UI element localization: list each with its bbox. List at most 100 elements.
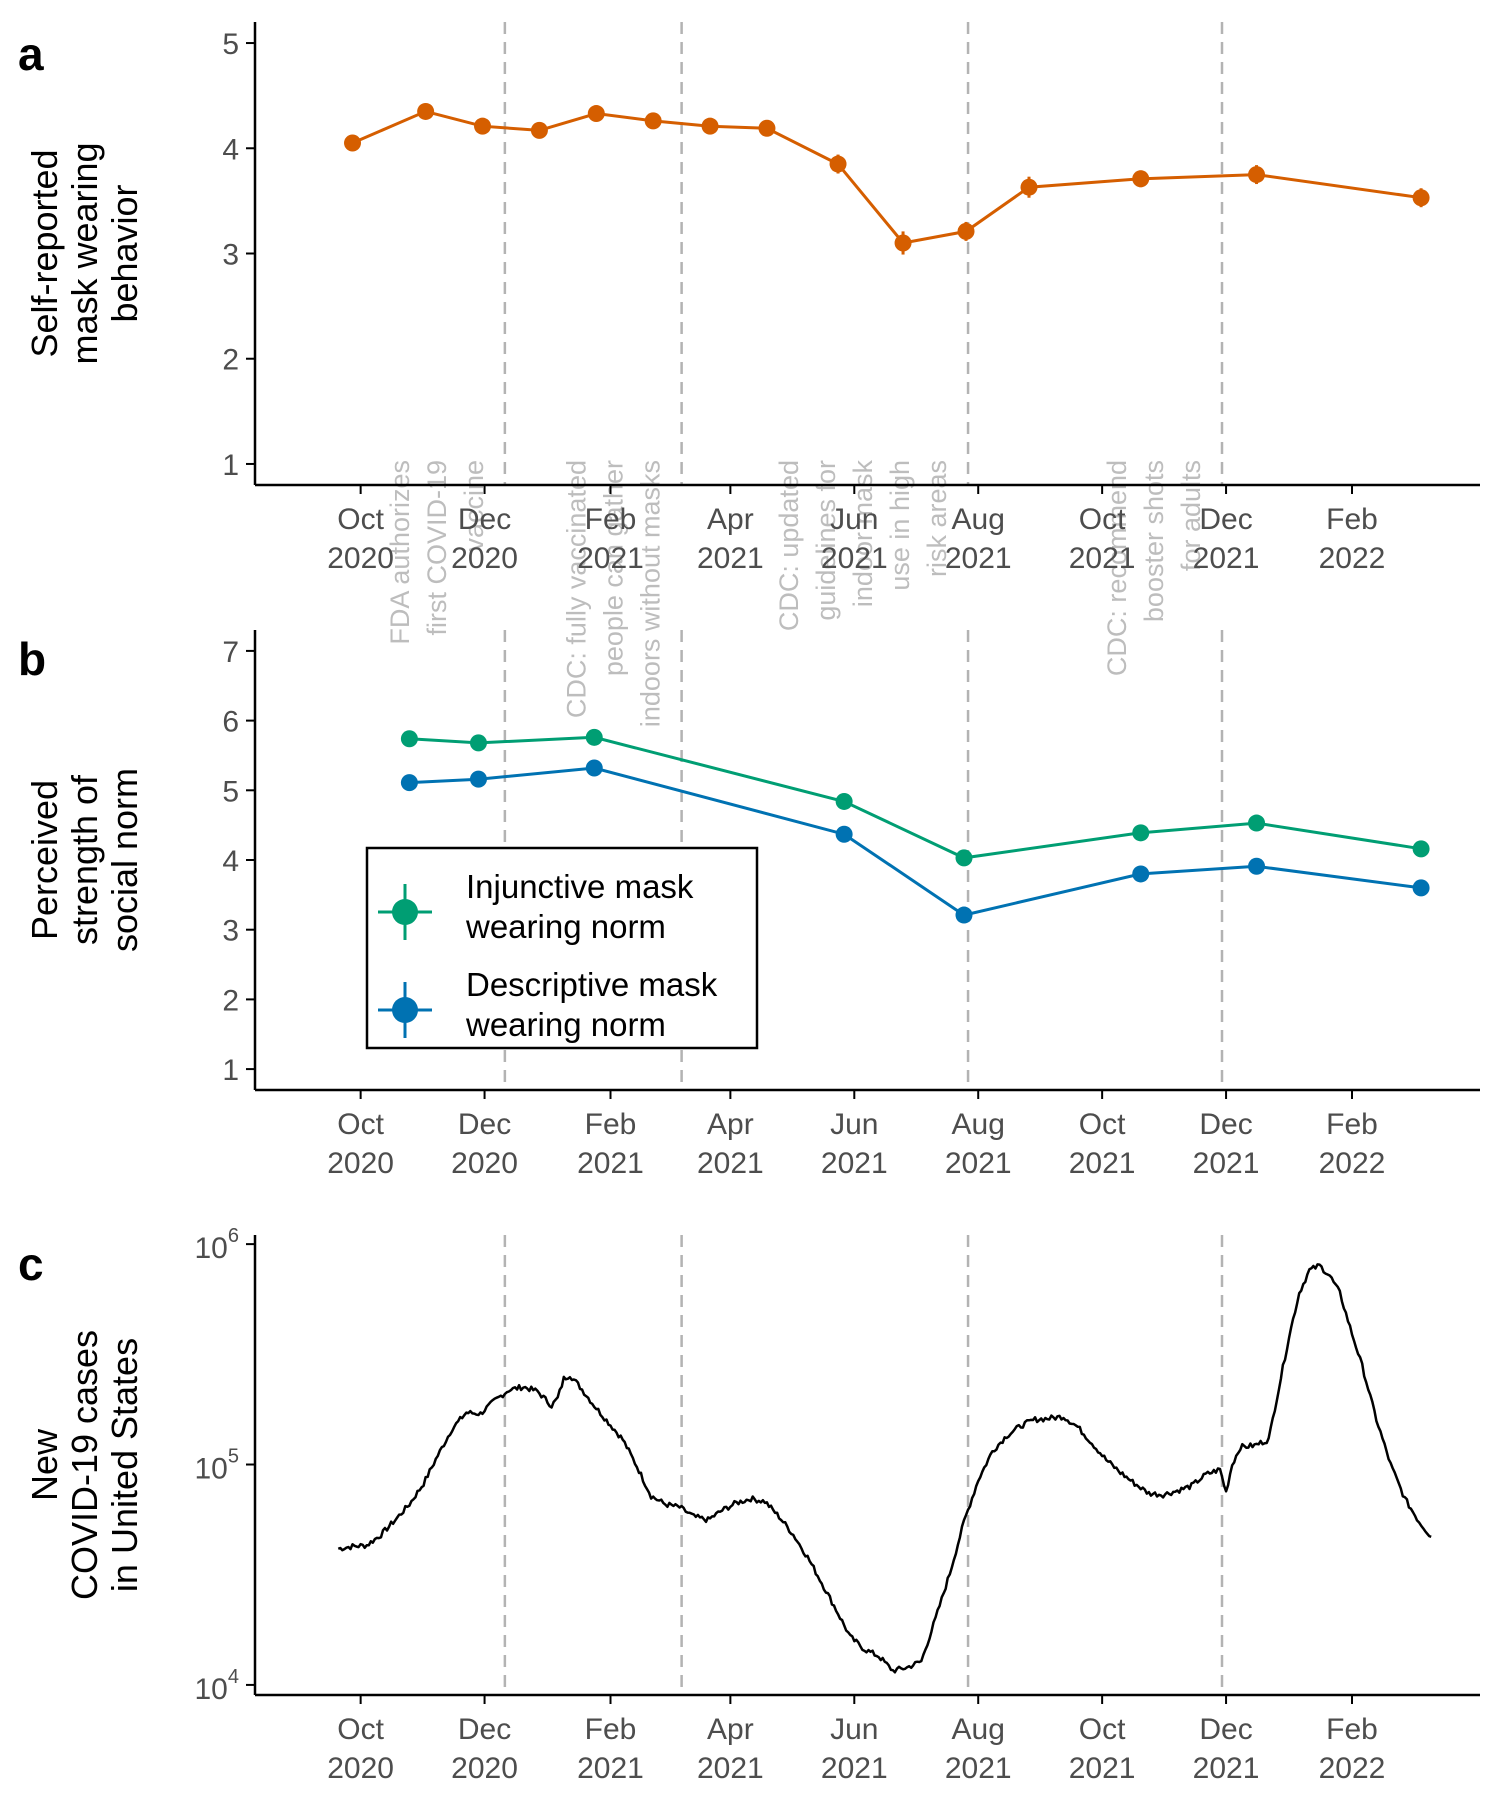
y-tick-label: 3 <box>222 915 239 948</box>
x-tick-label-year: 2021 <box>697 1752 764 1785</box>
event-annotation: FDA authorizes first COVID-19 vaccine <box>385 460 489 645</box>
data-point <box>1020 178 1038 196</box>
legend-label: wearing norm <box>465 1006 666 1043</box>
data-point <box>644 112 662 130</box>
event-annotation-line: risk areas <box>922 460 952 577</box>
x-tick-label-month: Oct <box>1079 1713 1126 1746</box>
x-tick-label-month: Jun <box>830 1713 878 1746</box>
x-tick-label-year: 2022 <box>1319 542 1386 575</box>
x-tick-label-year: 2020 <box>451 1147 518 1180</box>
data-point <box>701 117 719 135</box>
x-tick-label-month: Dec <box>458 1713 511 1746</box>
legend-label: Injunctive mask <box>466 868 694 905</box>
legend-label: wearing norm <box>465 908 666 945</box>
y-axis-title-line: in United States <box>104 1338 145 1592</box>
event-annotation-line: people can gather <box>599 460 629 676</box>
x-tick-label-month: Oct <box>1079 503 1126 536</box>
event-annotation-line: booster shots <box>1139 460 1169 622</box>
x-tick-label-year: 2020 <box>451 542 518 575</box>
y-tick-label: 5 <box>222 775 239 808</box>
data-point <box>469 734 487 752</box>
x-tick-label-year: 2021 <box>945 1147 1012 1180</box>
y-axis-title-line: behavior <box>104 184 145 322</box>
data-point <box>955 906 973 924</box>
x-tick-label-year: 2021 <box>1069 1752 1136 1785</box>
data-point <box>1248 814 1266 832</box>
x-tick-label-year: 2021 <box>577 1752 644 1785</box>
x-tick-label-year: 2022 <box>1319 1752 1386 1785</box>
data-point <box>1412 189 1430 207</box>
x-tick-label-month: Dec <box>1199 1108 1252 1141</box>
event-annotation-line: CDC: updated <box>774 460 804 631</box>
event-annotation-line: CDC: recommend <box>1102 460 1132 676</box>
data-point <box>1412 879 1430 897</box>
x-tick-label-year: 2022 <box>1319 1147 1386 1180</box>
data-point <box>758 119 776 137</box>
x-tick-label-month: Feb <box>1326 503 1378 536</box>
event-annotation-line: vaccine <box>459 460 489 552</box>
panel-b: b 1 2 3 4 5 6 7 Oct 2020 Dec 2020 Feb 2021 Apr 2021 Jun 2… <box>18 630 1480 1180</box>
x-tick-label-month: Oct <box>1079 1108 1126 1141</box>
x-tick-label-year: 2021 <box>1193 1147 1260 1180</box>
x-tick-label-month: Feb <box>1326 1108 1378 1141</box>
y-axis-title-line: Self-reported <box>24 149 65 357</box>
y-axis-title-line: mask wearing <box>64 142 105 364</box>
legend-key-dot <box>392 997 418 1023</box>
x-tick-label-year: 2021 <box>1069 542 1136 575</box>
y-axis-title: Self-reportedmask wearingbehavior <box>24 142 145 364</box>
data-point <box>1132 170 1150 188</box>
y-axis-title-line: New <box>24 1428 65 1501</box>
event-annotation-line: FDA authorizes <box>385 460 415 645</box>
y-tick-label-base: 10 <box>195 1232 228 1265</box>
event-annotation-line: first COVID-19 <box>422 460 452 636</box>
data-point <box>587 105 605 123</box>
x-tick-label-month: Feb <box>585 1713 637 1746</box>
y-tick-label: 3 <box>222 239 239 272</box>
panel-c: c104105106Oct2020Dec2020Feb2021Apr2021Ju… <box>18 1225 1480 1785</box>
x-tick-label-month: Oct <box>337 1713 384 1746</box>
x-tick-label-year: 2020 <box>327 542 394 575</box>
x-tick-label-month: Feb <box>585 503 637 536</box>
x-tick-label-year: 2021 <box>577 1147 644 1180</box>
y-axis-title: NewCOVID-19 casesin United States <box>24 1330 145 1600</box>
y-tick-label: 4 <box>222 133 239 166</box>
data-point <box>1248 857 1266 875</box>
x-tick-label-month: Apr <box>707 1713 754 1746</box>
x-tick-label-month: Oct <box>337 1108 384 1141</box>
cases-line <box>337 1263 1432 1674</box>
y-tick-label-exponent: 5 <box>228 1446 239 1468</box>
data-point <box>400 774 418 792</box>
x-tick-label-month: Apr <box>707 1108 754 1141</box>
x-tick-label-year: 2020 <box>327 1752 394 1785</box>
x-tick-label-year: 2021 <box>821 542 888 575</box>
x-tick-label-year: 2021 <box>945 542 1012 575</box>
x-tick-label-month: Aug <box>952 503 1005 536</box>
x-tick-label-year: 2021 <box>821 1147 888 1180</box>
x-tick-label-year: 2021 <box>697 1147 764 1180</box>
x-tick-label-month: Jun <box>830 503 878 536</box>
y-tick-label: 5 <box>222 28 239 61</box>
panel-letter: a <box>18 28 44 80</box>
x-tick-label-year: 2020 <box>451 1752 518 1785</box>
x-tick-label-month: Aug <box>952 1713 1005 1746</box>
data-point <box>955 849 973 867</box>
y-axis-title-line: COVID-19 cases <box>64 1330 105 1600</box>
y-tick-label: 1 <box>222 1054 239 1087</box>
data-point <box>1132 865 1150 883</box>
x-tick-label-month: Feb <box>1326 1713 1378 1746</box>
y-tick-label: 2 <box>222 344 239 377</box>
data-point <box>474 117 492 135</box>
panel-letter: b <box>18 633 46 685</box>
x-tick-label-year: 2021 <box>577 542 644 575</box>
x-tick-label-year: 2021 <box>821 1752 888 1785</box>
x-tick-label-month: Oct <box>337 503 384 536</box>
y-tick-label: 1 <box>222 449 239 482</box>
series-line <box>409 766 1422 917</box>
x-tick-label-year: 2021 <box>1069 1147 1136 1180</box>
x-tick-label-month: Dec <box>458 503 511 536</box>
event-annotation-line: for adults <box>1176 460 1206 571</box>
panel-letter: c <box>18 1238 44 1290</box>
data-point <box>469 770 487 788</box>
data-point <box>585 759 603 777</box>
